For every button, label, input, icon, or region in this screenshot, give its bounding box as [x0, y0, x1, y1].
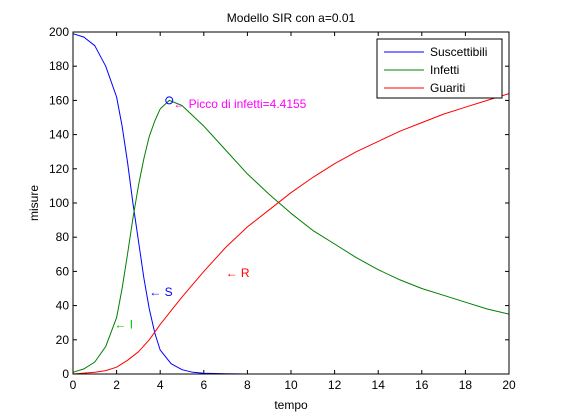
x-tick-label: 0 [70, 378, 77, 392]
x-tick-label: 10 [284, 378, 298, 392]
y-tick-label: 160 [49, 93, 69, 107]
legend-label-guariti: Guariti [430, 81, 465, 95]
peak-annotation: ← Picco di infetti=4.4155 [173, 97, 306, 111]
legend-label-infetti: Infetti [430, 63, 459, 77]
y-tick-label: 80 [56, 230, 70, 244]
x-tick-label: 8 [244, 378, 251, 392]
y-tick-label: 200 [49, 25, 69, 39]
y-tick-label: 40 [56, 299, 70, 313]
legend: Suscettibili Infetti Guariti [376, 38, 503, 99]
recovered-line [72, 93, 510, 375]
y-tick-label: 180 [49, 59, 69, 73]
y-tick-label: 140 [49, 128, 69, 142]
peak-marker [165, 96, 174, 105]
y-axis-ticks: 0 20 40 60 80 100 120 140 160 180 200 [49, 25, 509, 381]
axes-frame [72, 31, 510, 375]
x-tick-label: 16 [415, 378, 429, 392]
x-tick-label: 12 [328, 378, 342, 392]
x-axis-label: tempo [274, 398, 308, 412]
y-tick-label: 20 [56, 333, 70, 347]
x-tick-label: 18 [459, 378, 473, 392]
annotations: ← Picco di infetti=4.4155 ← S ← I ← R [114, 96, 307, 331]
y-tick-label: 0 [62, 367, 69, 381]
r-annotation: ← R [226, 266, 250, 280]
y-axis-label: misure [27, 185, 41, 221]
legend-label-suscettibili: Suscettibili [430, 45, 487, 59]
x-tick-label: 20 [502, 378, 516, 392]
y-tick-label: 100 [49, 196, 69, 210]
chart-title: Modello SIR con a=0.01 [227, 11, 356, 25]
y-tick-label: 60 [56, 264, 70, 278]
x-axis-ticks: 0 2 4 6 8 10 12 14 16 18 20 [70, 32, 516, 392]
x-tick-label: 6 [200, 378, 207, 392]
y-tick-label: 120 [49, 162, 69, 176]
infected-line [72, 99, 510, 373]
x-tick-label: 2 [113, 378, 120, 392]
i-annotation: ← I [114, 317, 133, 331]
x-tick-label: 14 [372, 378, 386, 392]
s-annotation: ← S [149, 285, 172, 299]
x-tick-label: 4 [157, 378, 164, 392]
